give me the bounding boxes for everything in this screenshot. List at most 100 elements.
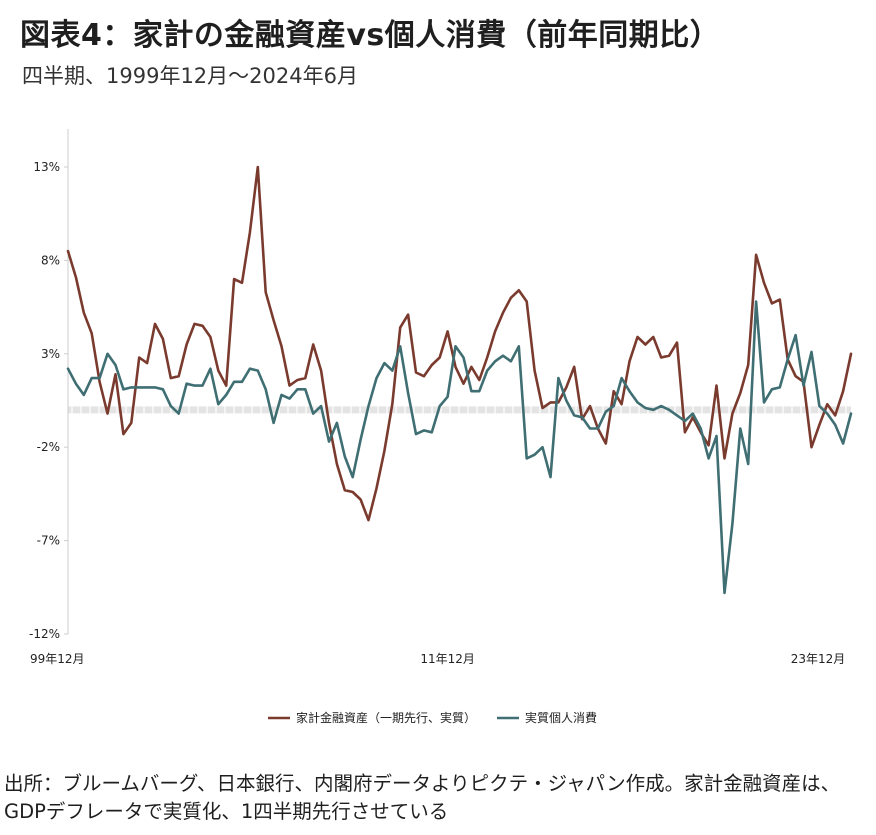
data-point xyxy=(810,446,813,448)
data-point xyxy=(557,401,560,403)
data-point xyxy=(304,388,306,390)
data-point xyxy=(249,368,251,370)
data-point xyxy=(193,385,196,387)
data-point xyxy=(541,446,544,448)
data-point xyxy=(67,368,69,370)
data-point xyxy=(462,383,465,385)
data-point xyxy=(344,455,346,458)
data-point xyxy=(391,403,393,405)
data-point xyxy=(312,413,314,415)
data-point xyxy=(802,385,805,387)
data-point xyxy=(723,592,726,594)
data-point xyxy=(209,368,211,370)
data-point xyxy=(99,381,101,383)
y-tick-label: 8% xyxy=(41,253,60,267)
data-point xyxy=(352,491,354,493)
y-tick-label: -7% xyxy=(37,534,60,548)
data-point xyxy=(352,476,354,478)
data-point xyxy=(526,300,528,303)
data-point xyxy=(130,386,132,388)
data-point xyxy=(668,409,670,411)
x-tick-label: 11年12月 xyxy=(420,652,475,666)
data-point xyxy=(186,343,188,346)
data-point xyxy=(534,454,536,456)
source-note: 出所：ブルームバーグ、日本銀行、内閣府データよりピクテ・ジャパン作成。家計金融資… xyxy=(4,772,841,823)
data-point xyxy=(257,370,259,372)
data-point xyxy=(613,405,615,407)
data-point xyxy=(470,366,472,368)
data-point xyxy=(383,362,385,364)
data-point xyxy=(502,312,504,314)
data-point xyxy=(106,413,109,415)
data-point xyxy=(763,401,765,403)
data-point xyxy=(138,386,140,388)
data-point xyxy=(360,498,362,501)
data-point xyxy=(668,355,670,357)
data-point xyxy=(360,439,362,441)
data-point xyxy=(486,370,488,372)
data-point xyxy=(193,323,196,325)
data-point xyxy=(605,411,607,413)
data-point xyxy=(257,166,259,168)
data-point xyxy=(288,398,291,400)
data-point xyxy=(715,435,718,437)
data-point xyxy=(431,364,433,366)
data-point xyxy=(146,362,148,364)
data-point xyxy=(375,377,378,379)
data-point xyxy=(676,414,678,416)
data-point xyxy=(154,323,156,325)
data-point xyxy=(842,442,844,445)
data-point xyxy=(534,370,536,372)
data-point xyxy=(407,314,409,316)
data-point xyxy=(573,414,575,416)
y-tick-label: -2% xyxy=(37,440,60,454)
data-point xyxy=(439,405,441,407)
data-point xyxy=(201,385,204,387)
data-point xyxy=(138,356,140,359)
data-point xyxy=(708,457,710,459)
data-point xyxy=(731,413,734,415)
data-point xyxy=(83,394,85,396)
data-point xyxy=(288,385,291,387)
data-point xyxy=(178,375,180,377)
data-point xyxy=(280,394,283,396)
data-point xyxy=(328,441,330,443)
data-point xyxy=(692,413,694,415)
data-point xyxy=(494,360,496,362)
series-line xyxy=(66,165,853,522)
data-point xyxy=(652,336,654,338)
data-point xyxy=(850,413,852,415)
data-point xyxy=(383,450,385,452)
data-point xyxy=(708,444,710,446)
data-point xyxy=(328,422,330,424)
data-point xyxy=(502,355,504,357)
data-point xyxy=(296,379,298,381)
data-point xyxy=(431,431,433,433)
data-point xyxy=(454,366,457,368)
data-point xyxy=(644,407,647,409)
data-point xyxy=(573,366,575,368)
data-point xyxy=(818,405,821,407)
data-point xyxy=(273,422,275,424)
x-tick-label: 99年12月 xyxy=(30,652,85,666)
data-point xyxy=(723,457,726,459)
legend-label: 実質個人消費 xyxy=(525,710,597,725)
data-point xyxy=(375,487,378,489)
data-point xyxy=(660,405,662,407)
data-point xyxy=(265,388,267,390)
series-line xyxy=(66,300,853,595)
data-point xyxy=(787,358,789,360)
line-chart: 13% 8% 3% -2% -7% -12% 99年12月 11年12月 23年12月 家計金… xyxy=(29,129,853,725)
data-point xyxy=(312,343,314,346)
data-point xyxy=(273,319,275,321)
series-household-financial-assets xyxy=(66,165,853,522)
data-point xyxy=(565,399,567,402)
data-point xyxy=(636,336,639,338)
data-point xyxy=(510,360,512,362)
data-point xyxy=(834,414,836,416)
data-point xyxy=(186,383,188,385)
data-point xyxy=(296,388,298,390)
data-point xyxy=(810,351,813,353)
data-point xyxy=(130,422,132,424)
data-point xyxy=(771,388,773,390)
